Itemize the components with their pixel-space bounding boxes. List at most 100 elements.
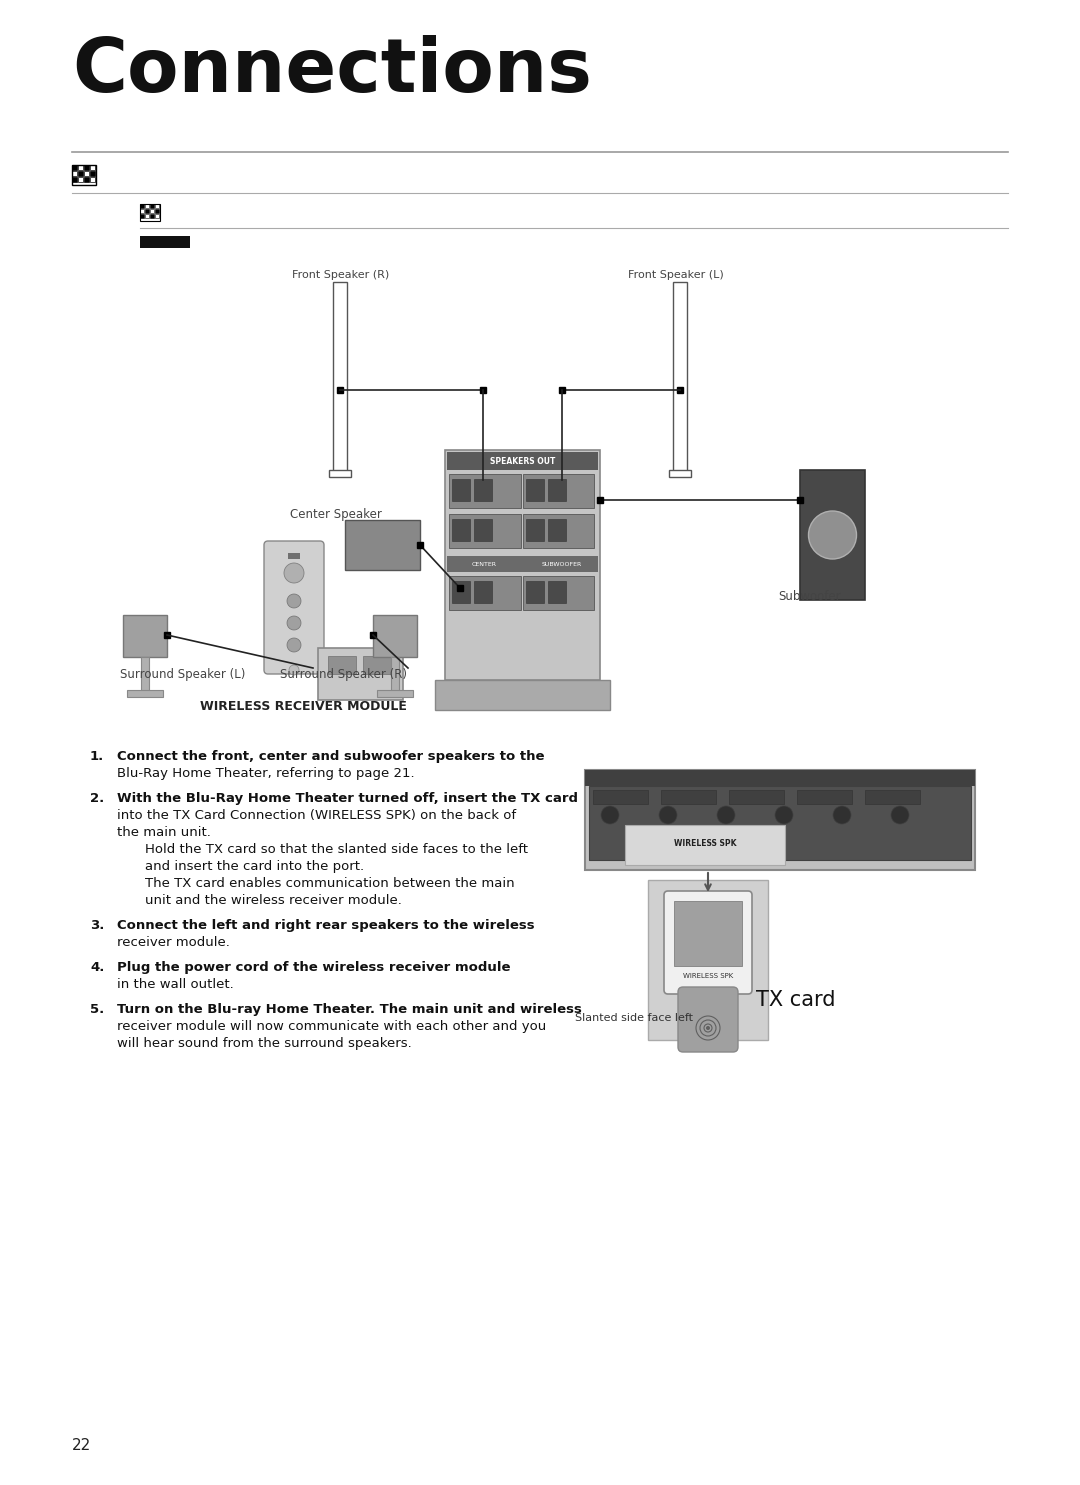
Text: 5.: 5. bbox=[90, 1002, 105, 1016]
Circle shape bbox=[600, 806, 619, 824]
Bar bbox=[377, 691, 413, 696]
Bar bbox=[72, 165, 96, 186]
Text: With the Blu-Ray Home Theater turned off, insert the TX card: With the Blu-Ray Home Theater turned off… bbox=[117, 792, 578, 805]
Bar bbox=[78, 165, 83, 169]
Circle shape bbox=[809, 511, 856, 558]
Text: Subwoofer: Subwoofer bbox=[779, 590, 841, 603]
Circle shape bbox=[287, 616, 301, 630]
Text: Connect the front, center and subwoofer speakers to the: Connect the front, center and subwoofer … bbox=[117, 750, 544, 763]
FancyBboxPatch shape bbox=[264, 541, 324, 674]
Bar bbox=[288, 552, 300, 558]
Bar bbox=[449, 576, 521, 610]
Bar bbox=[523, 474, 594, 508]
Bar bbox=[150, 203, 154, 208]
Text: 1.: 1. bbox=[90, 750, 105, 763]
Bar bbox=[800, 469, 865, 600]
Text: Front Speaker (R): Front Speaker (R) bbox=[292, 270, 389, 281]
Bar bbox=[84, 177, 89, 183]
Circle shape bbox=[706, 1026, 710, 1031]
Bar bbox=[140, 203, 144, 208]
Text: Surround Speaker (R): Surround Speaker (R) bbox=[280, 668, 407, 682]
Bar bbox=[548, 480, 566, 500]
Bar bbox=[585, 771, 975, 870]
Bar bbox=[156, 209, 159, 212]
Bar bbox=[72, 165, 77, 169]
FancyBboxPatch shape bbox=[678, 988, 738, 1051]
Bar bbox=[526, 581, 543, 603]
Text: 2.: 2. bbox=[90, 792, 105, 805]
Text: Plug the power cord of the wireless receiver module: Plug the power cord of the wireless rece… bbox=[117, 961, 511, 974]
Bar bbox=[145, 209, 149, 212]
Bar bbox=[474, 518, 492, 541]
Bar bbox=[140, 236, 190, 248]
Circle shape bbox=[287, 594, 301, 607]
Text: into the TX Card Connection (WIRELESS SPK) on the back of: into the TX Card Connection (WIRELESS SP… bbox=[117, 809, 516, 823]
Bar bbox=[373, 615, 417, 656]
Text: Slanted side face left: Slanted side face left bbox=[575, 1013, 693, 1023]
Circle shape bbox=[289, 665, 299, 676]
Text: TX card: TX card bbox=[756, 990, 836, 1010]
Text: Center Speaker: Center Speaker bbox=[291, 508, 382, 521]
Bar bbox=[72, 177, 77, 183]
Bar bbox=[474, 581, 492, 603]
Circle shape bbox=[717, 806, 735, 824]
Bar bbox=[72, 171, 77, 177]
Bar bbox=[526, 480, 543, 500]
Circle shape bbox=[775, 806, 793, 824]
Text: 3.: 3. bbox=[90, 919, 105, 933]
Text: SUBWOOFER: SUBWOOFER bbox=[541, 561, 581, 566]
Bar bbox=[123, 615, 167, 656]
Bar bbox=[648, 881, 768, 1040]
Bar bbox=[674, 901, 742, 967]
Bar bbox=[84, 165, 89, 169]
Bar bbox=[140, 214, 144, 218]
Text: SPEAKERS OUT: SPEAKERS OUT bbox=[490, 456, 555, 465]
Text: Blu-Ray Home Theater, referring to page 21.: Blu-Ray Home Theater, referring to page … bbox=[117, 766, 415, 780]
Text: 22: 22 bbox=[72, 1437, 91, 1452]
Circle shape bbox=[659, 806, 677, 824]
Circle shape bbox=[833, 806, 851, 824]
Bar bbox=[150, 209, 154, 212]
Bar bbox=[669, 469, 691, 477]
Text: and insert the card into the port.: and insert the card into the port. bbox=[145, 860, 364, 873]
Bar bbox=[865, 790, 920, 803]
Bar bbox=[363, 656, 391, 674]
Text: in the wall outlet.: in the wall outlet. bbox=[117, 979, 233, 990]
Bar bbox=[90, 177, 95, 183]
Bar bbox=[156, 203, 159, 208]
Bar bbox=[140, 209, 144, 212]
Text: Turn on the Blu-ray Home Theater. The main unit and wireless: Turn on the Blu-ray Home Theater. The ma… bbox=[117, 1002, 582, 1016]
Bar bbox=[449, 514, 521, 548]
FancyBboxPatch shape bbox=[664, 891, 752, 993]
Bar bbox=[78, 177, 83, 183]
Bar bbox=[329, 469, 351, 477]
Text: Connect the left and right rear speakers to the wireless: Connect the left and right rear speakers… bbox=[117, 919, 535, 933]
Bar bbox=[797, 790, 852, 803]
Bar bbox=[435, 680, 610, 710]
Text: WIRELESS RECEIVER MODULE: WIRELESS RECEIVER MODULE bbox=[200, 699, 407, 713]
Bar bbox=[453, 480, 470, 500]
Bar bbox=[145, 214, 149, 218]
Bar bbox=[453, 581, 470, 603]
Text: Surround Speaker (L): Surround Speaker (L) bbox=[120, 668, 245, 682]
Bar bbox=[445, 450, 600, 680]
Bar bbox=[474, 480, 492, 500]
Text: will hear sound from the surround speakers.: will hear sound from the surround speake… bbox=[117, 1037, 411, 1050]
Bar bbox=[141, 656, 149, 692]
Text: unit and the wireless receiver module.: unit and the wireless receiver module. bbox=[145, 894, 402, 907]
Bar bbox=[90, 165, 95, 169]
Bar bbox=[150, 214, 154, 218]
Bar bbox=[333, 282, 347, 472]
Circle shape bbox=[284, 563, 303, 584]
Text: 4.: 4. bbox=[90, 961, 105, 974]
Bar bbox=[526, 518, 543, 541]
Bar bbox=[156, 214, 159, 218]
Bar bbox=[593, 790, 648, 803]
Bar bbox=[145, 203, 149, 208]
Bar bbox=[447, 555, 598, 572]
Bar bbox=[391, 656, 399, 692]
Bar bbox=[447, 451, 598, 469]
Circle shape bbox=[287, 639, 301, 652]
Bar bbox=[449, 474, 521, 508]
Text: The TX card enables communication between the main: The TX card enables communication betwee… bbox=[145, 878, 515, 890]
